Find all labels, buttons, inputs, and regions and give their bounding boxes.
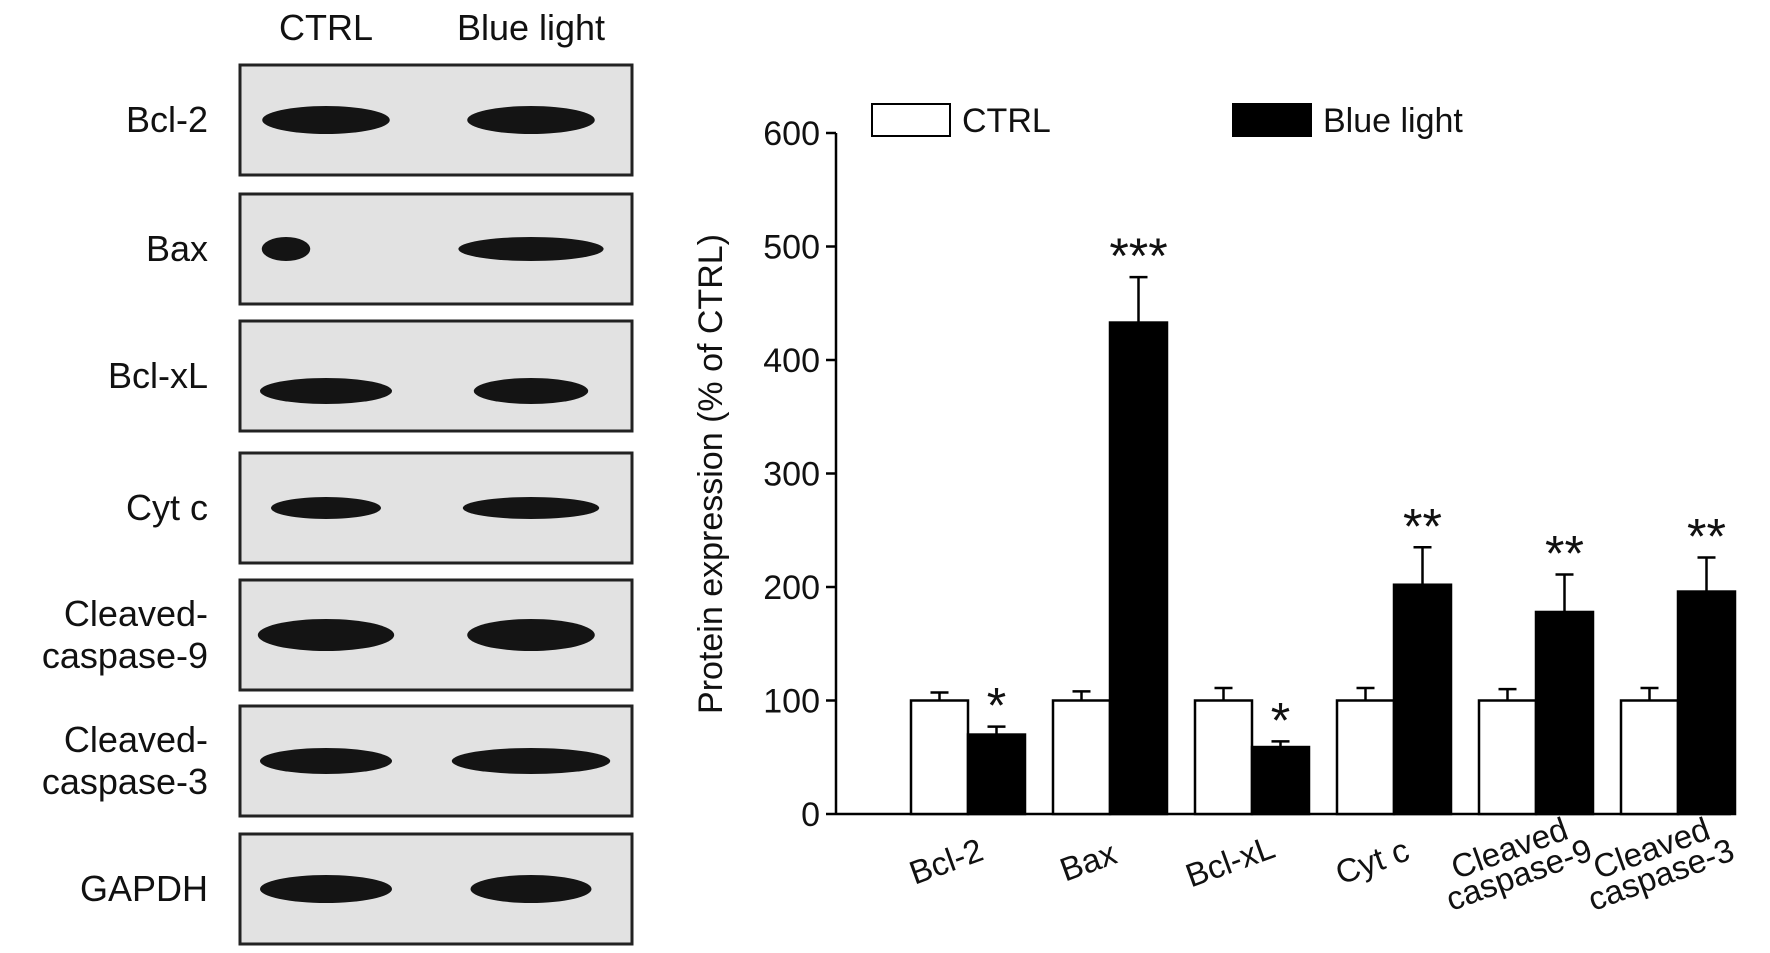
x-tick-label: Bcl-xL xyxy=(1181,828,1280,894)
blot-row-label: Bcl-xL xyxy=(108,355,208,396)
legend-label: CTRL xyxy=(962,102,1051,140)
x-tick-label: Cyt c xyxy=(1330,831,1413,891)
blot-band xyxy=(257,619,395,651)
lane-label: CTRL xyxy=(279,7,373,48)
x-tick-label: Cleavedcaspase-3 xyxy=(1573,805,1738,918)
blot-band xyxy=(260,378,392,404)
y-tick-label: 0 xyxy=(801,796,820,834)
blot-band xyxy=(271,497,381,519)
bar xyxy=(1108,321,1169,816)
x-tick-label: Bcl-2 xyxy=(904,831,987,891)
bar xyxy=(1392,583,1453,816)
blot-box xyxy=(238,319,634,433)
x-tick-label: Bax xyxy=(1055,834,1122,888)
y-tick-label: 200 xyxy=(763,569,820,607)
blot-band xyxy=(462,497,600,519)
blot-band xyxy=(262,106,390,134)
y-tick-label: 400 xyxy=(763,342,820,380)
bar xyxy=(1250,745,1311,816)
y-tick-label: 300 xyxy=(763,456,820,494)
bar xyxy=(1335,699,1396,816)
blot-row-label: Bcl-2 xyxy=(126,99,208,140)
y-tick-label: 500 xyxy=(763,229,820,267)
blot-band xyxy=(458,237,604,261)
significance: *** xyxy=(1109,228,1167,284)
lane-label: Blue light xyxy=(457,7,605,48)
x-tick-label: Cleavedcaspase-9 xyxy=(1431,805,1596,918)
significance: ** xyxy=(1687,508,1726,564)
significance: ** xyxy=(1545,526,1584,582)
bar xyxy=(966,733,1027,816)
bar xyxy=(1477,699,1538,816)
legend-swatch xyxy=(1232,103,1312,137)
blot-row-label: GAPDH xyxy=(80,868,208,909)
blot-band xyxy=(467,106,595,134)
blot-row-label: Bax xyxy=(146,228,208,269)
legend-label: Blue light xyxy=(1323,102,1463,140)
blot-row-label: Cleaved-caspase-3 xyxy=(42,719,208,802)
y-tick-label: 600 xyxy=(763,115,820,153)
bar xyxy=(1051,699,1112,816)
significance: ** xyxy=(1403,498,1442,554)
bar xyxy=(1534,610,1595,816)
bar xyxy=(1676,590,1737,816)
y-tick-label: 100 xyxy=(763,683,820,721)
blot-row-label: Cyt c xyxy=(126,487,208,528)
bar xyxy=(909,699,970,816)
significance: * xyxy=(987,678,1006,734)
bar xyxy=(1193,699,1254,816)
bar xyxy=(1619,699,1680,816)
significance: * xyxy=(1271,692,1290,748)
blot-band xyxy=(473,378,589,404)
y-axis-label: Protein expression (% of CTRL) xyxy=(692,234,730,714)
blot-band xyxy=(470,875,592,903)
blot-band xyxy=(260,748,392,774)
blot-band xyxy=(260,875,392,903)
blot-band xyxy=(261,237,311,261)
blot-band xyxy=(451,748,611,774)
legend-swatch xyxy=(871,103,951,137)
blot-band xyxy=(467,619,595,651)
blot-row-label: Cleaved-caspase-9 xyxy=(42,593,208,676)
